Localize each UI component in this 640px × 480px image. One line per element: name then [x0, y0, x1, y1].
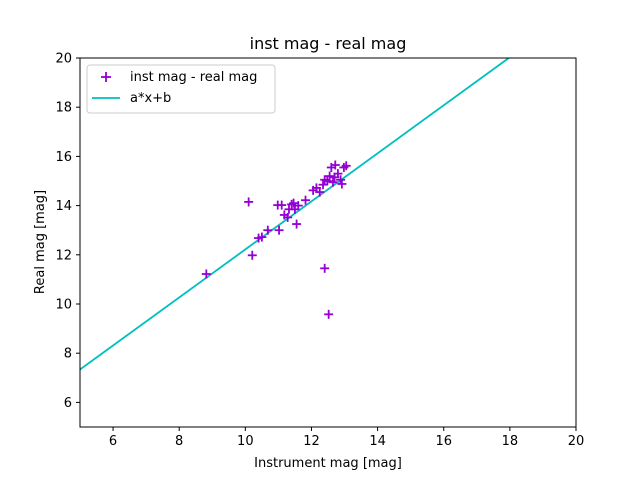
data-point [257, 232, 267, 242]
x-tick-label: 10 [237, 434, 254, 449]
legend-marker-scatter [101, 72, 111, 82]
data-point [330, 160, 340, 170]
data-point [244, 197, 254, 207]
data-point [341, 161, 351, 171]
data-point [289, 198, 299, 208]
data-point [292, 219, 302, 229]
data-point [328, 177, 338, 187]
plot-area [80, 58, 576, 427]
data-point [263, 225, 273, 235]
y-tick-label: 8 [64, 347, 72, 362]
x-axis-label: Instrument mag [mag] [254, 456, 402, 471]
data-point [320, 263, 330, 273]
legend-box [86, 64, 276, 114]
y-tick-label: 16 [55, 150, 72, 165]
x-axis-ticks: 6 8 10 12 14 16 18 20 [109, 427, 584, 449]
y-tick-label: 10 [55, 298, 72, 313]
x-tick-label: 14 [369, 434, 386, 449]
x-tick-label: 18 [502, 434, 519, 449]
x-tick-label: 8 [175, 434, 183, 449]
y-tick-label: 6 [64, 396, 72, 411]
data-point [293, 201, 303, 211]
x-tick-label: 16 [435, 434, 452, 449]
data-point [336, 175, 346, 185]
data-point [301, 195, 311, 205]
data-point [315, 187, 325, 197]
legend: inst mag - real mag a*x+b [86, 64, 276, 114]
data-point [337, 179, 347, 189]
y-tick-label: 12 [55, 248, 72, 263]
legend-label-line: a*x+b [130, 91, 171, 106]
y-axis-label: Real mag [mag] [33, 190, 48, 294]
data-point [322, 176, 332, 186]
y-tick-label: 18 [55, 101, 72, 116]
fit-line-layer [80, 58, 511, 371]
x-tick-label: 20 [568, 434, 585, 449]
data-point [201, 269, 211, 279]
chart-title: inst mag - real mag [250, 34, 407, 53]
y-axis-ticks: 6 8 10 12 14 16 18 20 [55, 52, 80, 411]
legend-label-scatter: inst mag - real mag [130, 70, 257, 85]
data-point [287, 199, 297, 209]
data-point [277, 200, 287, 210]
data-point [247, 250, 257, 260]
data-point [324, 309, 334, 319]
x-tick-label: 6 [109, 434, 117, 449]
y-tick-label: 14 [55, 199, 72, 214]
scatter-points-layer [201, 160, 351, 319]
data-point [274, 225, 284, 235]
plot-frame [79, 57, 577, 428]
data-point [333, 169, 343, 179]
x-tick-label: 12 [303, 434, 320, 449]
data-point [325, 171, 335, 181]
y-tick-label: 20 [55, 52, 72, 67]
fit-line [80, 58, 511, 371]
data-point [283, 212, 293, 222]
